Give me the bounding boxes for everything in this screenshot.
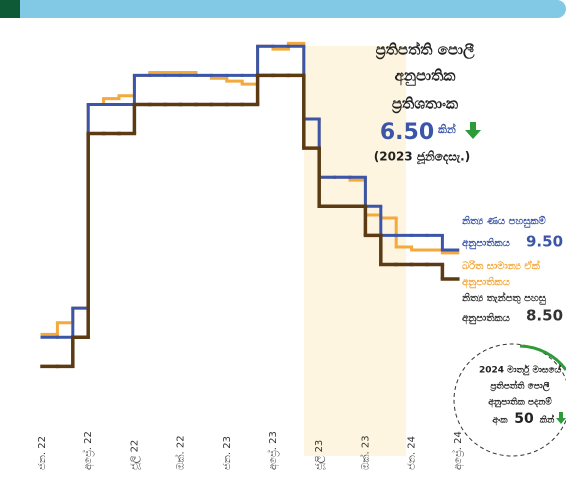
x-tick-label: අප්‍රේ. 22 bbox=[81, 431, 94, 470]
x-tick-label: අප්‍රේ. 23 bbox=[266, 431, 279, 470]
series-label: අනුපාතිකය bbox=[462, 276, 511, 289]
x-tick-label: ජන. 22 bbox=[37, 436, 48, 470]
note-line: ප්‍රතිපත්ති පොලී bbox=[490, 379, 549, 392]
note-line: අංක bbox=[492, 416, 508, 426]
down-arrow bbox=[465, 122, 481, 139]
note-line: අනුපාතික පදනම් bbox=[488, 396, 552, 409]
x-tick-label: ඔක්. 22 bbox=[174, 435, 187, 470]
x-tick-label: ජූලි 23 bbox=[314, 440, 325, 471]
period: (2023 ජූනිදෙසැ.) bbox=[374, 150, 470, 166]
note-line: 2024 මාර්තු මාසයේ bbox=[479, 363, 562, 376]
title-line: ප්‍රතිශතාංක bbox=[392, 95, 459, 115]
change-value: 6.50 bbox=[380, 120, 434, 145]
note-number: 50 bbox=[514, 411, 534, 427]
note-line: කින් bbox=[540, 413, 555, 425]
title-line: අනුපාතික bbox=[395, 67, 457, 87]
x-tick-label: ජූලි 22 bbox=[129, 440, 140, 471]
change-unit: කින් bbox=[437, 122, 456, 136]
note-circle bbox=[453, 343, 566, 457]
x-tick-label: ජන. 23 bbox=[222, 436, 233, 470]
x-tick-label: ඔක්. 23 bbox=[358, 435, 371, 470]
series-end-value: 8.50 bbox=[526, 307, 563, 325]
x-tick-label: අප්‍රේ. 24 bbox=[451, 431, 464, 470]
series-label: නිත්‍ය ණය පහසුකම් bbox=[461, 214, 547, 228]
x-tick-label: ජන. 24 bbox=[407, 436, 418, 470]
series-label: නිත්‍ය තැන්පතු පහසු bbox=[461, 291, 547, 305]
series-label: බරිත සාමාන්‍ය ඒක් bbox=[462, 259, 541, 272]
banner-badge bbox=[0, 0, 20, 18]
series-label: අනුපාතිකය bbox=[462, 237, 511, 250]
series-end-value: 9.50 bbox=[526, 233, 563, 251]
note-arc bbox=[519, 344, 566, 371]
highlight-band bbox=[304, 46, 406, 456]
series-label: අනුපාතිකය bbox=[462, 312, 511, 325]
down-arrow bbox=[556, 412, 566, 424]
title-line: ප්‍රතිපත්ති පොලී bbox=[376, 40, 475, 60]
banner bbox=[10, 0, 566, 18]
